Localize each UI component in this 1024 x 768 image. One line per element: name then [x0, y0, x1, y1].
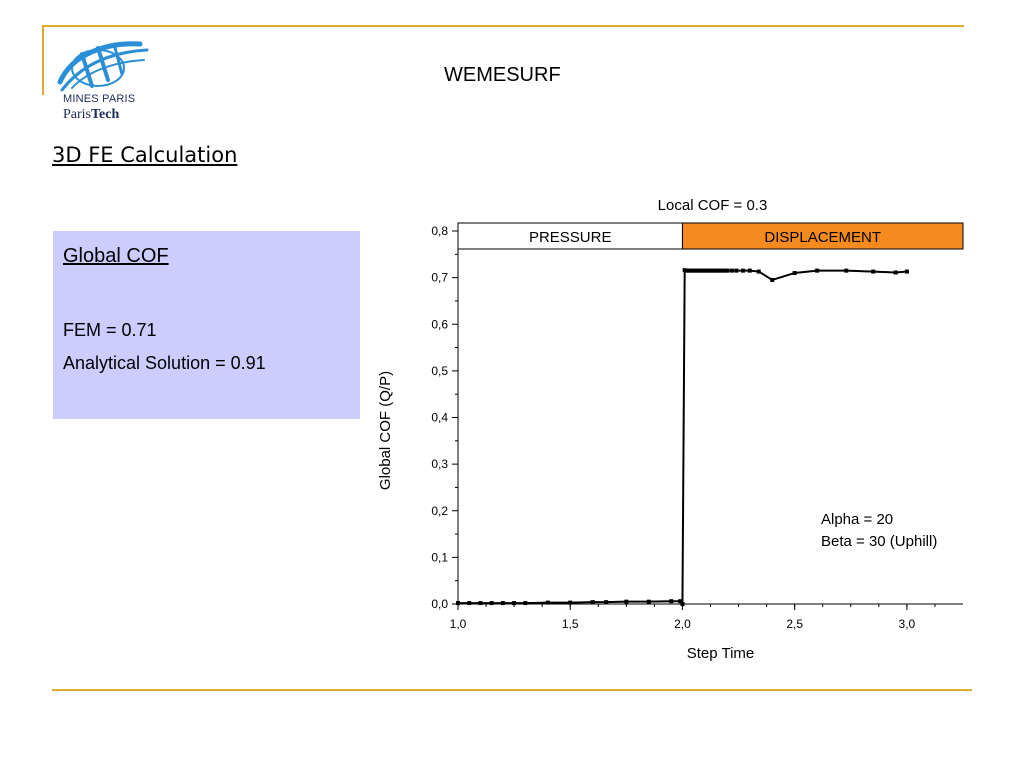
y-tick-label: 0,4 — [431, 411, 448, 425]
phase-bar-1 — [681, 222, 964, 250]
data-point — [680, 602, 685, 606]
data-point — [725, 268, 730, 273]
y-tick-label: 0,7 — [431, 271, 448, 285]
data-point — [893, 270, 898, 275]
data-point — [702, 268, 707, 273]
data-point — [871, 269, 876, 274]
data-point — [700, 268, 705, 273]
x-tick-label: 2,0 — [674, 617, 691, 631]
data-point — [456, 601, 460, 606]
y-tick-label: 0,0 — [431, 597, 448, 611]
data-point — [604, 600, 609, 605]
data-point — [682, 268, 687, 273]
data-point — [523, 601, 528, 606]
data-point — [590, 600, 595, 605]
data-point — [741, 268, 746, 273]
data-point — [669, 599, 674, 604]
data-point — [747, 268, 752, 273]
data-point — [691, 268, 696, 273]
data-point — [545, 600, 550, 605]
fem-value: FEM = 0.71 — [63, 320, 157, 340]
data-point — [718, 268, 723, 273]
mines-paristech-logo-icon — [57, 41, 149, 92]
data-point — [792, 270, 797, 275]
data-point — [696, 268, 701, 273]
data-point — [705, 268, 710, 273]
data-point — [815, 268, 820, 273]
data-point — [478, 601, 483, 606]
data-point — [756, 269, 761, 274]
y-tick-label: 0,6 — [431, 317, 448, 331]
logo-text-paristech: ParisTech — [63, 107, 120, 122]
y-tick-label: 0,1 — [431, 550, 448, 564]
data-point — [770, 277, 775, 282]
header-title: WEMESURF — [444, 64, 561, 86]
data-point — [707, 268, 712, 273]
x-tick-label: 1,5 — [562, 617, 579, 631]
phase-label-0: PRESSURE — [529, 229, 612, 246]
logo-text-mines-paris: MINES PARIS — [63, 93, 136, 105]
data-point — [844, 268, 849, 273]
y-tick-label: 0,5 — [431, 364, 448, 378]
x-tick-label: 3,0 — [899, 617, 916, 631]
data-point — [678, 599, 683, 604]
y-tick-label: 0,2 — [431, 504, 448, 518]
y-tick-label: 0,8 — [431, 224, 448, 238]
data-point — [646, 599, 651, 604]
data-point — [489, 601, 494, 606]
data-point — [720, 268, 725, 273]
data-point — [698, 268, 703, 273]
data-point — [729, 268, 734, 273]
global-cof-box: Global COF FEM = 0.71 Analytical Solutio… — [53, 231, 360, 419]
x-axis-label: Step Time — [687, 645, 755, 662]
data-point — [723, 268, 728, 273]
y-tick-label: 0,3 — [431, 457, 448, 471]
x-tick-label: 2,5 — [786, 617, 803, 631]
x-tick-label: 1,0 — [450, 617, 467, 631]
top-rule — [42, 25, 964, 27]
analytical-value: Analytical Solution = 0.91 — [63, 353, 266, 373]
data-point — [693, 268, 698, 273]
y-axis-label: Global COF (Q/P) — [377, 371, 394, 490]
phase-label-1: DISPLACEMENT — [764, 229, 881, 246]
data-point — [684, 268, 689, 273]
bottom-rule — [52, 689, 972, 691]
data-point — [500, 601, 505, 606]
chart-title: Local COF = 0.3 — [658, 197, 768, 214]
phase-bar-0 — [457, 222, 683, 250]
data-point — [512, 601, 517, 606]
annotation-line-1: Beta = 30 (Uphill) — [821, 533, 937, 550]
series-line-0 — [458, 268, 907, 607]
data-point — [709, 268, 714, 273]
data-point — [687, 268, 692, 273]
data-point — [734, 268, 739, 273]
data-point — [714, 268, 719, 273]
cof-heading: Global COF — [63, 245, 169, 267]
annotation-line-0: Alpha = 20 — [821, 511, 893, 528]
left-rule — [42, 25, 44, 95]
section-title: 3D FE Calculation — [52, 143, 238, 167]
cof-chart: Local COF = 0.3 PRESSURE DISPLACEMENT 0,0 0,… — [377, 197, 964, 662]
data-point — [624, 599, 629, 604]
data-point — [568, 600, 573, 605]
data-point — [716, 268, 721, 273]
data-point — [904, 269, 909, 274]
data-point — [467, 601, 472, 606]
data-point — [689, 268, 694, 273]
data-point — [711, 268, 716, 273]
